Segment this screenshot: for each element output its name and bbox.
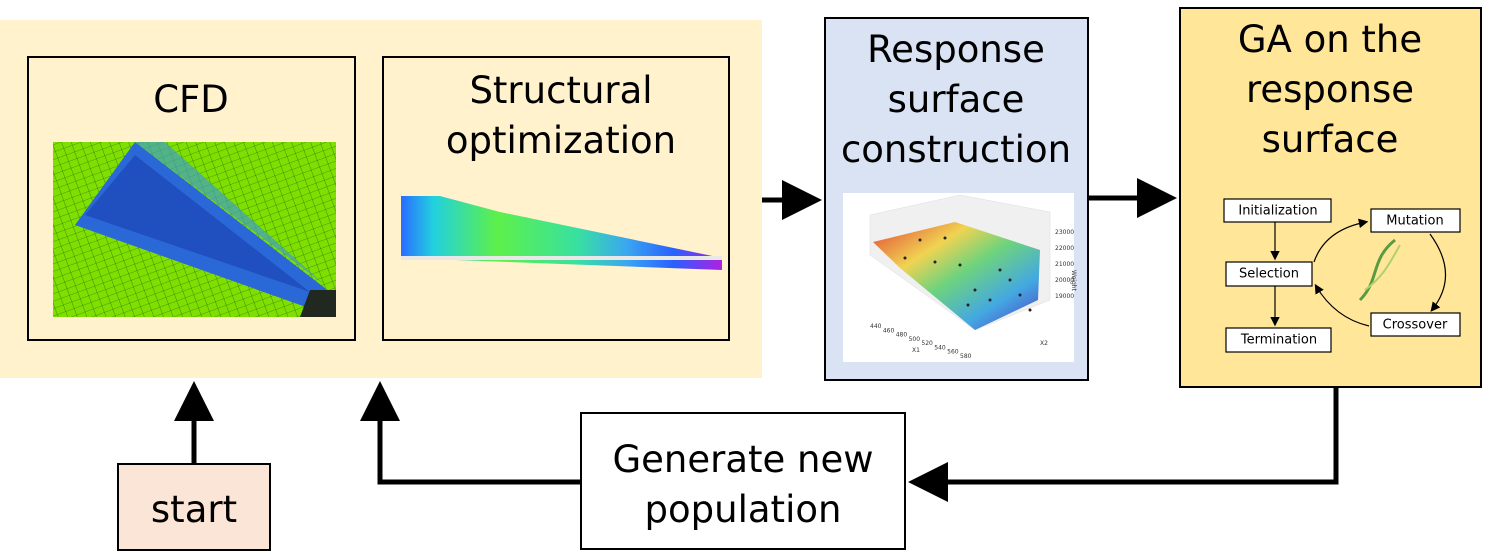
- ga-step: Selection: [1239, 267, 1299, 282]
- structural-title: Structural optimization: [446, 69, 676, 162]
- plot-tick: 540: [934, 344, 946, 351]
- cfd-title: CFD: [153, 78, 229, 121]
- plot-tick: 520: [921, 340, 933, 347]
- ga-flowchart: [1223, 198, 1461, 353]
- plot-tick: 480: [896, 332, 908, 339]
- plot-axis-label: Weight: [1070, 270, 1077, 292]
- plot-tick: 19000: [1055, 293, 1074, 300]
- ga-step: Initialization: [1238, 204, 1317, 219]
- plot-tick: 560: [947, 349, 959, 356]
- ga-step: Termination: [1240, 333, 1317, 348]
- plot-tick: 20000: [1055, 277, 1074, 284]
- response-plot: 4404604805005205405605809501050110011501…: [843, 193, 1077, 362]
- generate-label: Generate new population: [612, 438, 873, 531]
- plot-tick: 460: [883, 327, 895, 334]
- plot-tick: 22000: [1055, 245, 1074, 252]
- plot-axis-label: X1: [912, 347, 920, 354]
- plot-tick: 500: [909, 336, 921, 343]
- plot-tick: 21000: [1055, 261, 1074, 268]
- ga-step: Crossover: [1383, 318, 1448, 333]
- response-title: Response surface construction: [841, 28, 1071, 171]
- plot-axis-label: X2: [1040, 340, 1048, 347]
- plot-tick: 580: [960, 353, 972, 360]
- start-box: [117, 463, 271, 551]
- structural-box: [382, 56, 730, 341]
- cfd-image: [53, 142, 336, 317]
- structural-image: [401, 196, 722, 270]
- ga-step: Mutation: [1386, 214, 1443, 229]
- ga-title: GA on the response surface: [1238, 18, 1422, 161]
- plot-tick: 23000: [1055, 229, 1074, 236]
- plot-tick: 440: [870, 323, 882, 330]
- start-label: start: [151, 488, 237, 531]
- connectors: [174, 178, 1339, 502]
